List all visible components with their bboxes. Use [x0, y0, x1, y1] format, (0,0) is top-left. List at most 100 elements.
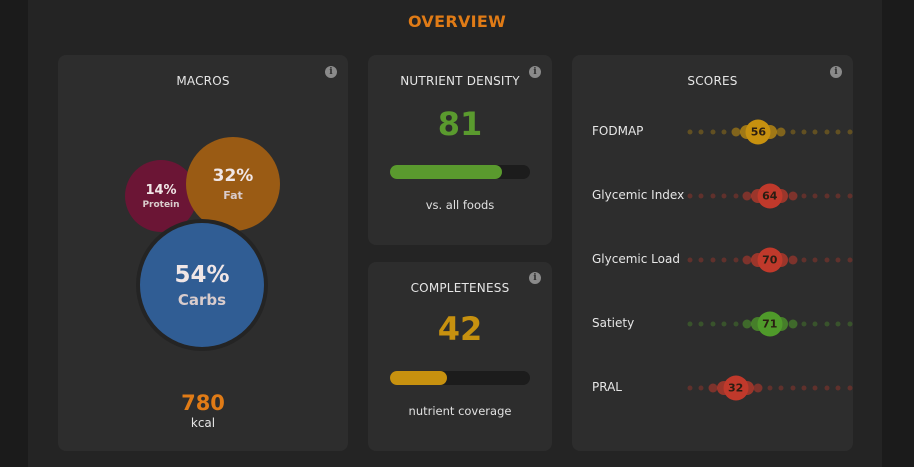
scale-dot	[812, 257, 818, 263]
scale-dot	[710, 257, 716, 263]
scores-card: SCORES i FODMAP 56 Glycemic Index 64 Glycemi…	[572, 55, 853, 451]
completeness-caption: nutrient coverage	[408, 404, 512, 418]
scale-dot	[835, 321, 841, 327]
scale-dot	[687, 129, 693, 135]
scale-dot	[710, 321, 716, 327]
scale-dot	[731, 127, 741, 137]
score-value-badge: 70	[757, 247, 783, 273]
scale-dot	[710, 129, 716, 135]
info-icon[interactable]: i	[529, 66, 541, 78]
score-value-badge: 64	[757, 183, 783, 209]
scale-dot	[778, 385, 784, 391]
nutrient-density-bar	[390, 165, 530, 179]
kcal-value: 780	[181, 391, 225, 415]
scale-dot	[824, 193, 830, 199]
scale-dot	[847, 129, 853, 135]
page-title: OVERVIEW	[407, 12, 507, 31]
nutrient-density-caption: vs. all foods	[425, 198, 495, 212]
scale-dot	[687, 385, 693, 391]
scores-title: SCORES	[687, 74, 738, 88]
scale-dot	[788, 319, 798, 329]
score-value-badge: 32	[723, 375, 749, 401]
macros-card: MACROS i 14% Protein 32% Fat 54% Carbs 7…	[58, 55, 348, 451]
score-label: Glycemic Index	[592, 188, 685, 202]
carbs-bubble: 54% Carbs	[140, 223, 264, 347]
completeness-card: COMPLETENESS i 42 nutrient coverage	[368, 262, 552, 451]
info-icon[interactable]: i	[529, 272, 541, 284]
scale-dot	[721, 193, 727, 199]
nutrient-density-title: NUTRIENT DENSITY	[400, 74, 520, 88]
scale-dot	[698, 385, 704, 391]
scale-dot	[824, 321, 830, 327]
protein-bubble: 14% Protein	[125, 160, 197, 232]
info-icon[interactable]: i	[830, 66, 842, 78]
scale-dot	[824, 257, 830, 263]
info-icon[interactable]: i	[325, 66, 337, 78]
scale-dot	[721, 321, 727, 327]
completeness-bar-fill	[390, 371, 448, 385]
scale-dot	[824, 385, 830, 391]
completeness-score: 42	[437, 310, 483, 348]
score-scale: 32	[572, 372, 854, 402]
scale-dot	[733, 193, 739, 199]
fat-label: Fat	[223, 189, 243, 202]
score-scale: 64	[572, 180, 854, 210]
fat-percent: 32%	[212, 166, 254, 186]
scale-dot	[687, 257, 693, 263]
scale-dot	[812, 385, 818, 391]
scale-dot	[790, 129, 796, 135]
scale-dot	[801, 385, 807, 391]
scale-dot	[835, 257, 841, 263]
scale-dot	[710, 193, 716, 199]
scale-dot	[801, 193, 807, 199]
scale-dot	[708, 383, 718, 393]
scale-dot	[721, 129, 727, 135]
scale-dot	[824, 129, 830, 135]
protein-percent: 14%	[145, 182, 177, 198]
scale-dot	[812, 321, 818, 327]
kcal-unit: kcal	[190, 416, 216, 430]
scale-dot	[687, 321, 693, 327]
score-scale: 70	[572, 244, 854, 274]
scale-dot	[812, 129, 818, 135]
scale-dot	[847, 193, 853, 199]
scale-dot	[788, 191, 798, 201]
scale-dot	[687, 193, 693, 199]
score-label: Glycemic Load	[592, 252, 680, 266]
nutrient-density-bar-fill	[390, 165, 502, 179]
carbs-label: Carbs	[177, 290, 227, 309]
score-value-badge: 56	[745, 119, 771, 145]
scale-dot	[801, 129, 807, 135]
score-scale: 56	[572, 116, 854, 146]
scale-dot	[753, 383, 763, 393]
scale-dot	[698, 257, 704, 263]
scale-dot	[733, 257, 739, 263]
scale-dot	[767, 385, 773, 391]
scale-dot	[698, 193, 704, 199]
fat-bubble: 32% Fat	[186, 137, 280, 231]
scale-dot	[698, 321, 704, 327]
scale-dot	[812, 193, 818, 199]
scale-dot	[788, 255, 798, 265]
scale-dot	[698, 129, 704, 135]
scale-dot	[847, 385, 853, 391]
completeness-title: COMPLETENESS	[410, 281, 510, 295]
score-label: FODMAP	[592, 124, 644, 138]
score-label: Satiety	[592, 316, 635, 330]
scale-dot	[721, 257, 727, 263]
scale-dot	[801, 321, 807, 327]
scale-dot	[835, 385, 841, 391]
score-value-badge: 71	[757, 311, 783, 337]
carbs-percent: 54%	[174, 261, 230, 288]
macros-title: MACROS	[176, 74, 230, 88]
scale-dot	[835, 193, 841, 199]
scale-dot	[742, 319, 752, 329]
scale-dot	[847, 257, 853, 263]
score-scale: 71	[572, 308, 854, 338]
scale-dot	[790, 385, 796, 391]
scale-dot	[733, 321, 739, 327]
scale-dot	[742, 255, 752, 265]
scale-dot	[742, 191, 752, 201]
scale-dot	[847, 321, 853, 327]
score-label: PRAL	[592, 380, 622, 394]
